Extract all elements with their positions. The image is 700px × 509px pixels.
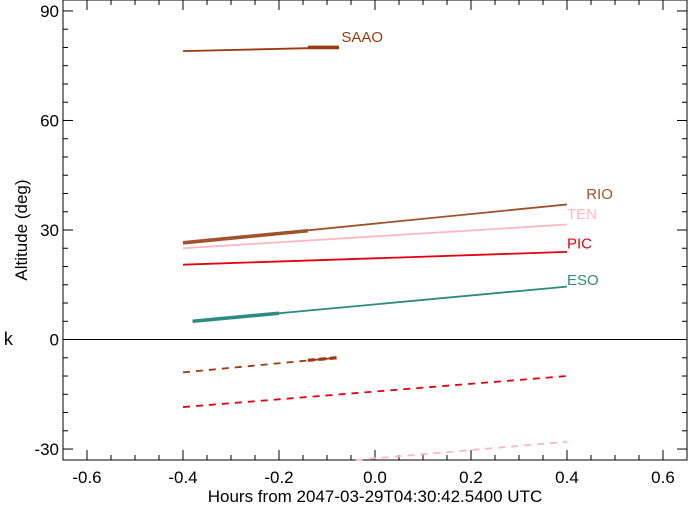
series-label-ten: TEN <box>567 206 597 223</box>
y-axis-title: Altitude (deg) <box>12 179 31 280</box>
y-tick-label: 90 <box>40 2 59 21</box>
x-tick-label: 0.0 <box>363 468 387 487</box>
eso-thick-segment <box>192 311 280 324</box>
series-label-rio: RIO <box>586 186 613 203</box>
stray-k-text: k <box>3 331 14 351</box>
ten-dashed-line <box>355 440 568 461</box>
x-tick-label: -0.6 <box>72 468 101 487</box>
x-tick-label: 0.4 <box>555 468 579 487</box>
plot-frame <box>62 0 688 461</box>
y-tick-label: 0 <box>50 331 59 350</box>
tick-marks <box>62 0 688 460</box>
series-label-eso: ESO <box>567 272 599 289</box>
tick-labels: -0.6 -0.4 -0.2 0.0 0.2 0.4 0.6 -30 0 30 60 90 <box>34 2 674 487</box>
series-eso <box>192 285 568 324</box>
x-axis-title: Hours from 2047-03-29T04:30:42.5400 UTC <box>208 487 543 506</box>
x-tick-label: 0.2 <box>459 468 483 487</box>
series-saao <box>182 45 340 374</box>
y-tick-label: 60 <box>40 111 59 130</box>
series-pic <box>182 251 568 408</box>
series-rio <box>182 203 568 245</box>
y-tick-label: 30 <box>40 221 59 240</box>
pic-dashed-line <box>182 375 568 408</box>
x-tick-label: 0.6 <box>651 468 675 487</box>
ten-line <box>182 223 568 250</box>
series-labels: SAAO RIO TEN PIC ESO <box>341 29 612 289</box>
x-tick-label: -0.2 <box>264 468 293 487</box>
series-ten <box>182 223 568 461</box>
series-label-pic: PIC <box>567 235 592 252</box>
series-label-saao: SAAO <box>341 29 383 46</box>
pic-line <box>182 251 568 266</box>
y-tick-label: -30 <box>34 440 59 459</box>
series-layer <box>182 45 568 461</box>
rio-thick-segment <box>182 228 308 245</box>
saao-dashed-thick-segment <box>307 356 337 362</box>
x-tick-label: -0.4 <box>168 468 197 487</box>
